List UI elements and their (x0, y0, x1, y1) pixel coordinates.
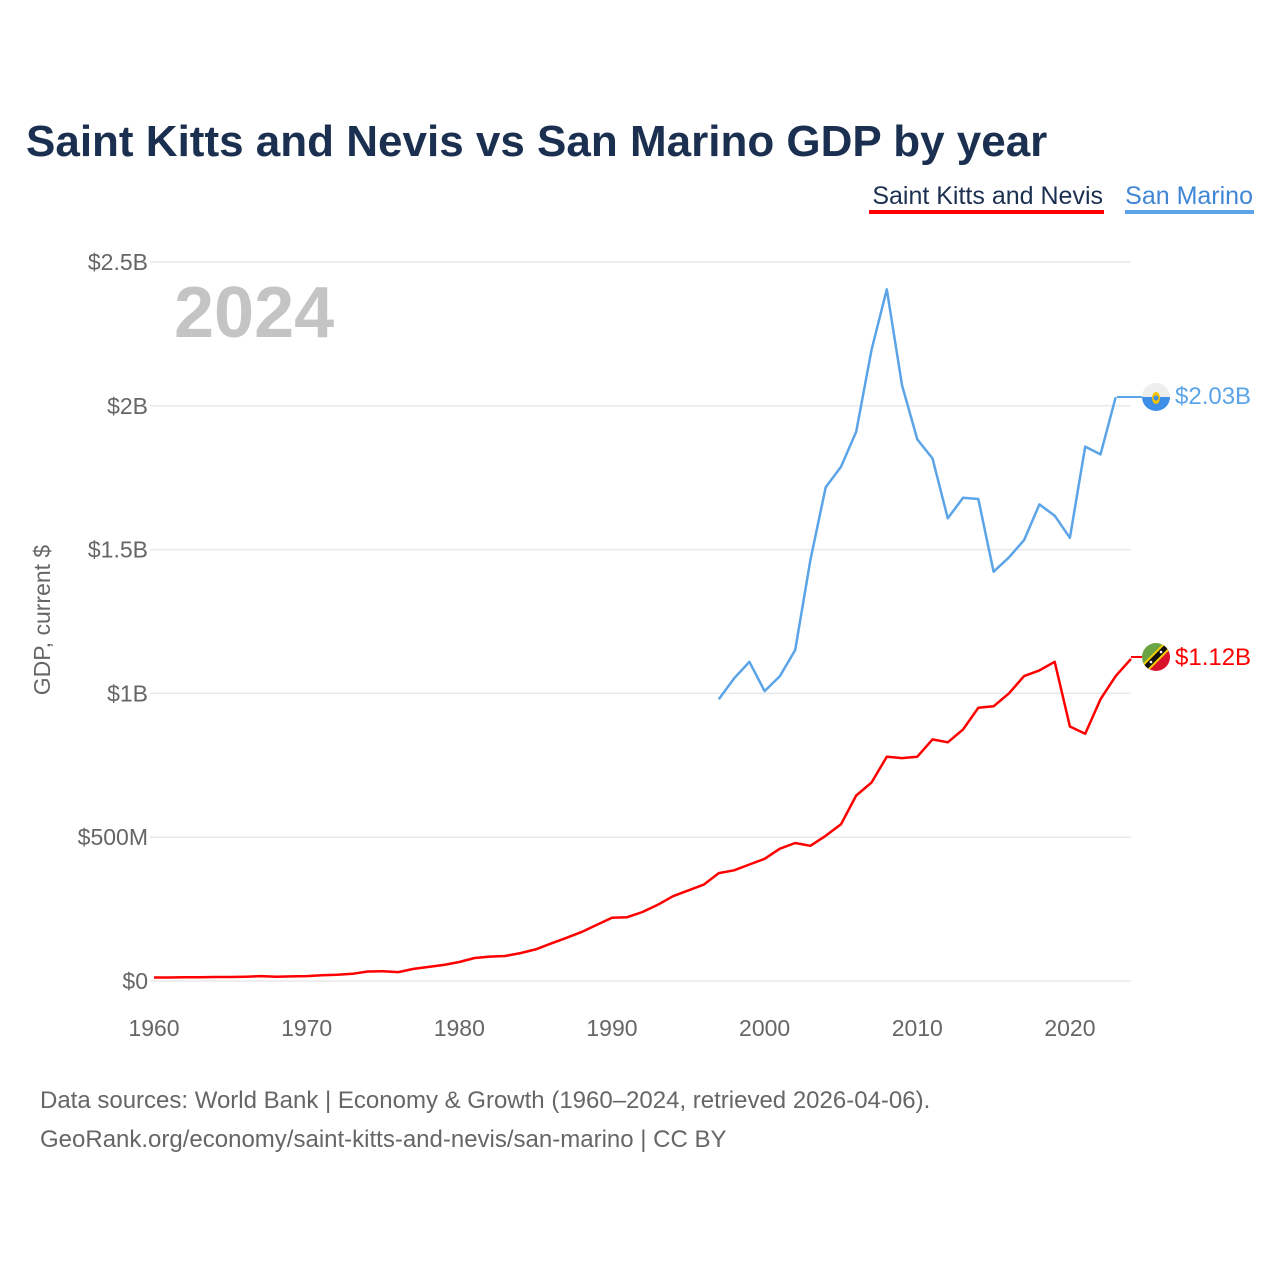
y-tick-label: $1B (107, 680, 148, 706)
footer-sources: Data sources: World Bank | Economy & Gro… (40, 1087, 930, 1114)
x-tick-label: 2000 (739, 1015, 790, 1041)
y-axis-label: GDP, current $ (29, 545, 55, 696)
flag-san-marino-icon (1142, 383, 1170, 411)
legend-swatch (1125, 210, 1254, 214)
chart-title: Saint Kitts and Nevis vs San Marino GDP … (26, 117, 1047, 166)
gridlines (150, 261, 1131, 982)
end-value-label: $1.12B (1175, 644, 1251, 671)
series-lines (154, 288, 1132, 979)
legend-item-san-marino[interactable]: San Marino (1125, 182, 1254, 214)
legend-label: San Marino (1125, 182, 1253, 210)
y-tick-label: $500M (78, 824, 148, 850)
x-tick-label: 1970 (281, 1015, 332, 1041)
x-tick-label: 1960 (128, 1015, 179, 1041)
flag-saint-kitts-and-nevis-icon (1142, 643, 1170, 671)
x-tick-label: 2010 (892, 1015, 943, 1041)
y-tick-label: $2B (107, 393, 148, 419)
y-tick-label: $2.5B (88, 249, 148, 275)
legend-label: Saint Kitts and Nevis (872, 182, 1103, 210)
y-axis-ticks: $0 $500M $1B $1.5B $2B $2.5B (78, 249, 148, 994)
end-value-label: $2.03B (1175, 383, 1251, 410)
x-tick-label: 1980 (434, 1015, 485, 1041)
y-tick-label: $0 (122, 968, 148, 994)
y-tick-label: $1.5B (88, 537, 148, 563)
end-marker-san-marino: $2.03B (1117, 383, 1251, 411)
legend-item-saint-kitts-and-nevis[interactable]: Saint Kitts and Nevis (869, 182, 1104, 214)
footer-attribution-link[interactable]: GeoRank.org/economy/saint-kitts-and-nevi… (40, 1126, 727, 1153)
x-axis-ticks: 1960 1970 1980 1990 2000 2010 2020 (128, 1015, 1095, 1041)
series-line-saint-kitts-and-nevis (154, 658, 1132, 979)
year-watermark: 2024 (174, 273, 334, 353)
x-tick-label: 2020 (1044, 1015, 1095, 1041)
end-marker-saint-kitts-and-nevis: $1.12B (1131, 643, 1251, 671)
legend-swatch (869, 210, 1104, 214)
x-tick-label: 1990 (586, 1015, 637, 1041)
series-line-san-marino (717, 288, 1117, 700)
legend: Saint Kitts and Nevis San Marino (869, 182, 1254, 214)
